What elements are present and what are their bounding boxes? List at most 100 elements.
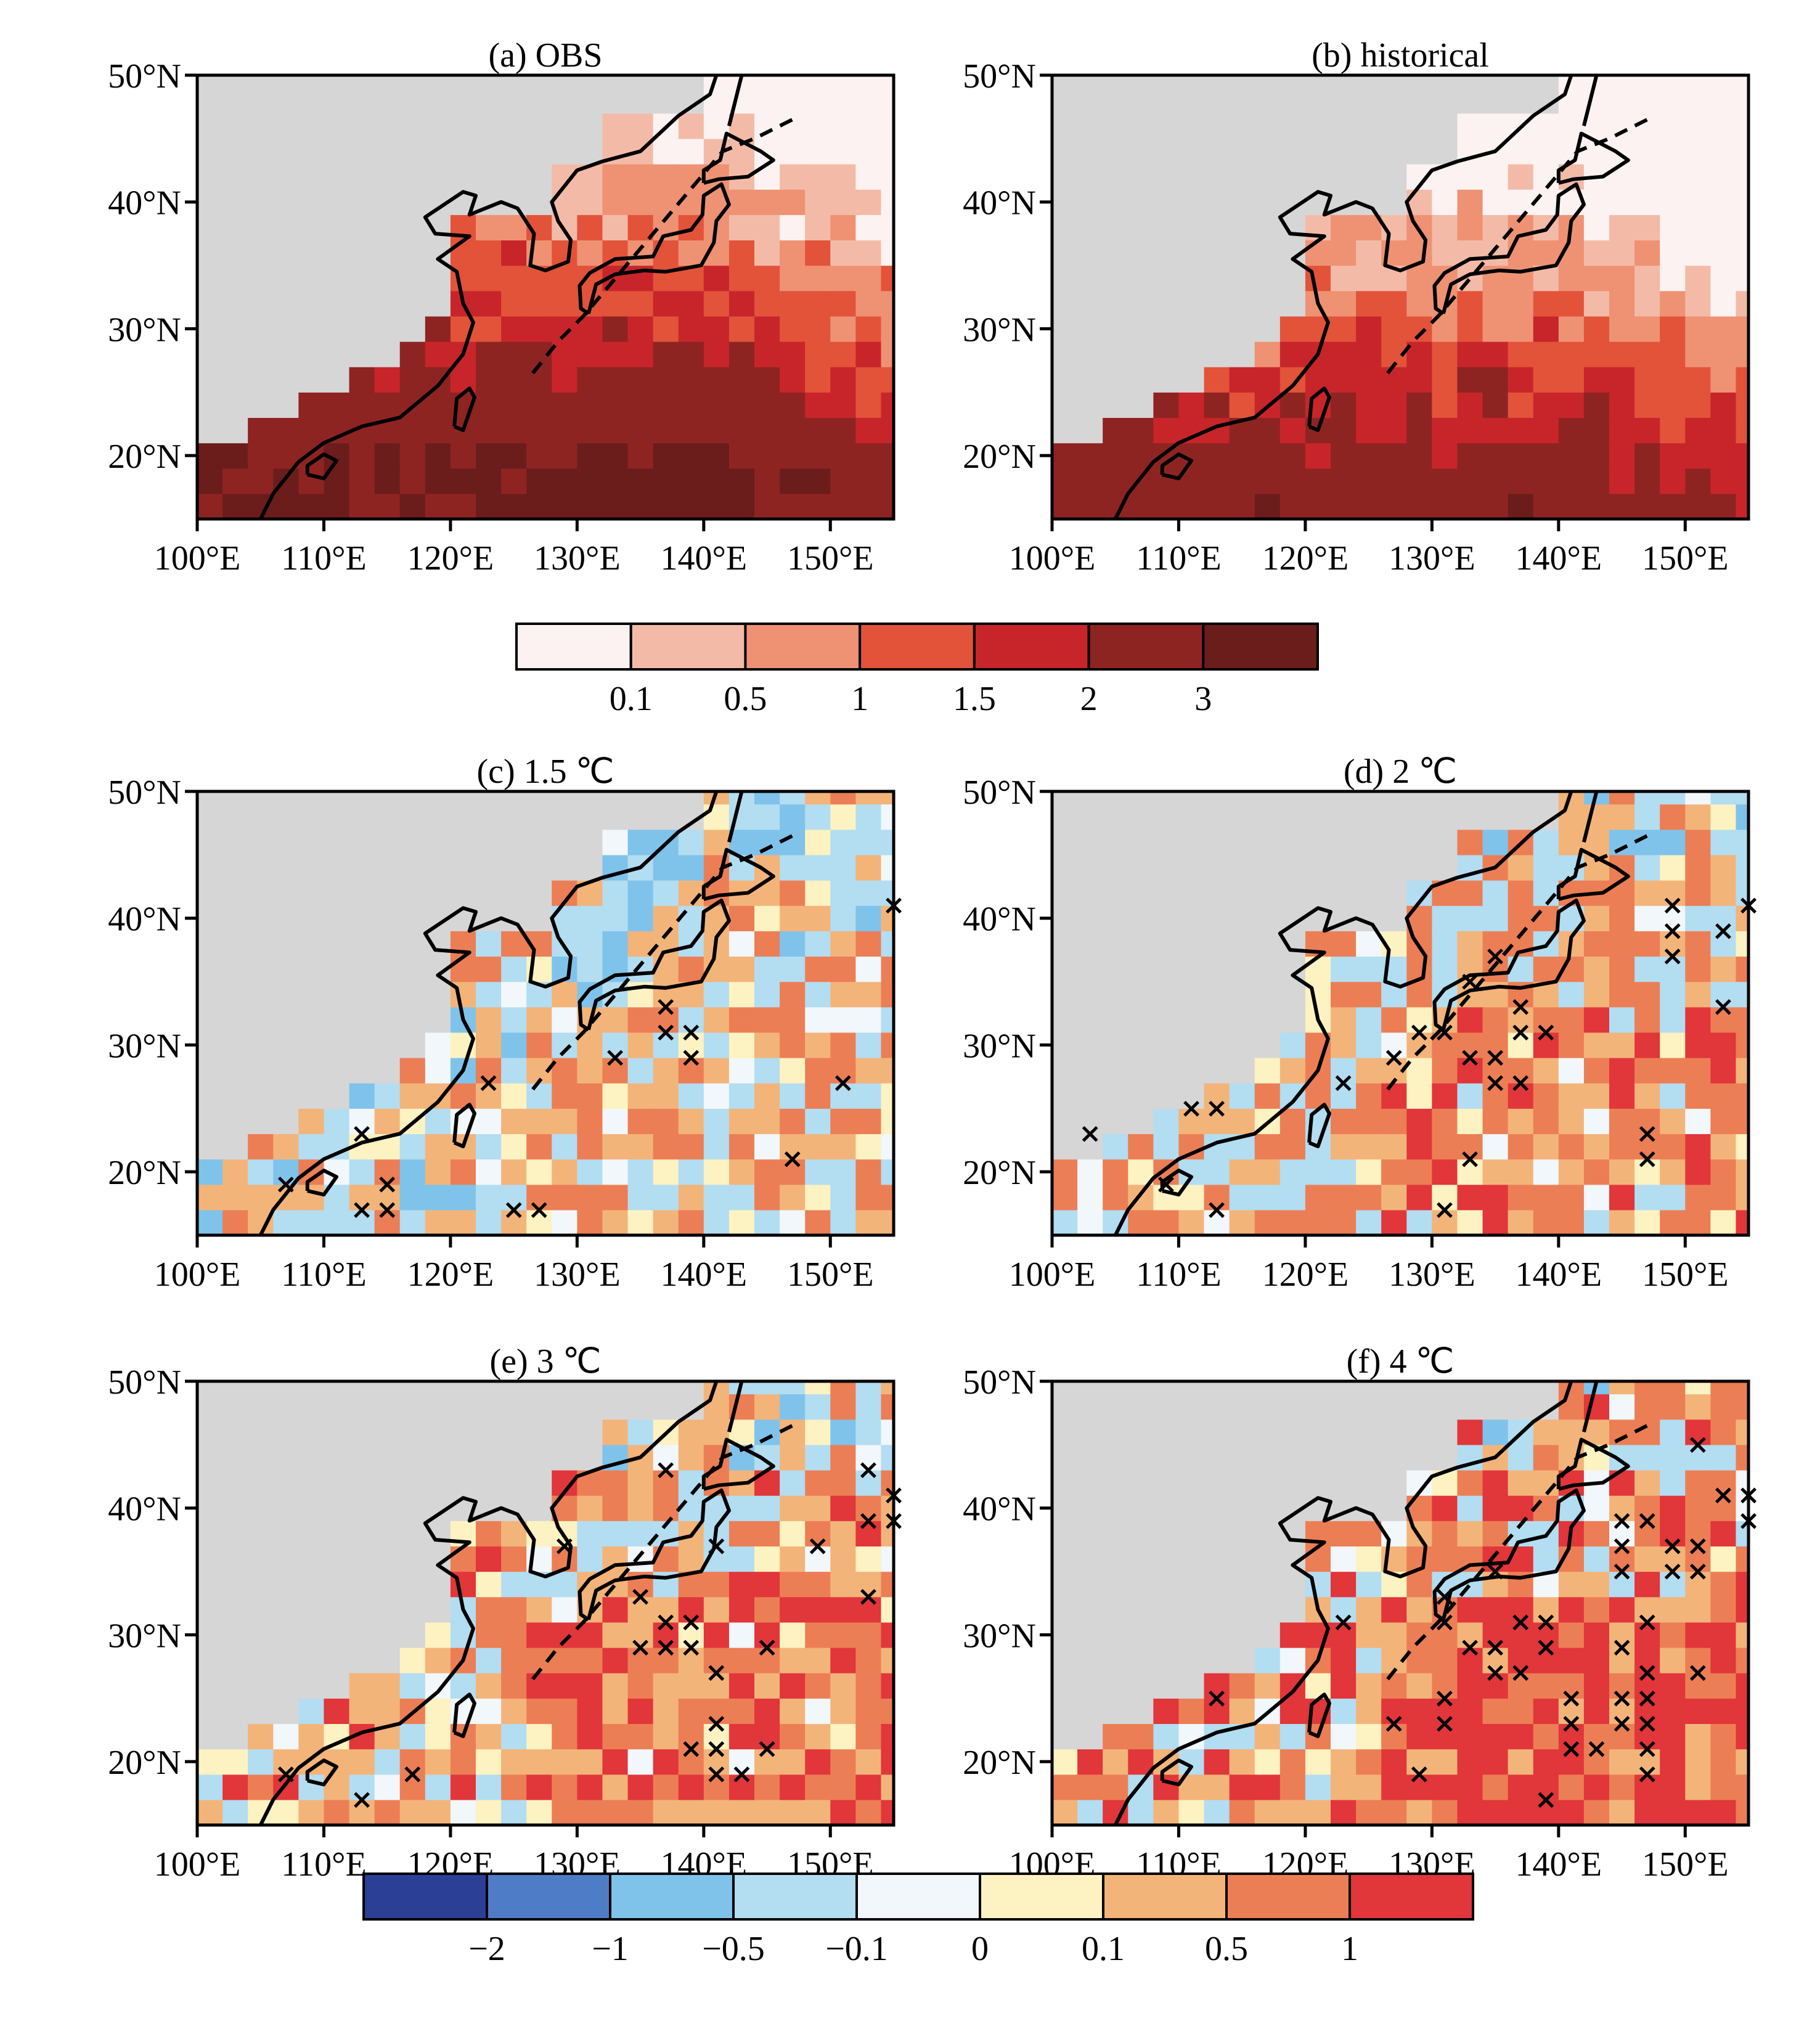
significance-marker: × [1610, 1707, 1633, 1739]
significance-marker: × [1661, 1530, 1684, 1561]
significance-marker: × [528, 1194, 550, 1225]
significance-marker: × [655, 1606, 677, 1638]
significance-marker: × [1433, 1606, 1456, 1638]
significance-marker: × [1433, 1016, 1456, 1048]
significance-marker: × [655, 1016, 677, 1048]
significance-marker: × [756, 1733, 778, 1765]
significance-marker: × [1206, 1194, 1228, 1225]
significance-marker: × [1509, 991, 1532, 1023]
significance-marker: × [1560, 1707, 1583, 1739]
map-panel-b: (b) historical 50°N 40°N 30°N 20°N 100°E 110°E… [963, 36, 1750, 578]
significance-marker: × [1686, 1530, 1709, 1561]
lat-tick-label: 30°N [108, 311, 181, 349]
data-grid [197, 1381, 894, 1825]
significance-marker: × [655, 1454, 677, 1485]
panel-title: (e) 3 ℃ [489, 1342, 601, 1381]
significance-marker: × [1382, 1042, 1405, 1073]
colorbar-swatch [973, 623, 1090, 671]
colorbar-tick-label: 0.1 [1082, 1930, 1125, 1968]
significance-marker: × [502, 1194, 525, 1225]
significance-marker: × [1636, 1117, 1659, 1149]
map-frame [195, 790, 896, 1237]
significance-marker: × [655, 1632, 677, 1663]
colorbar-abs: 0.1 0.5 1 1.5 2 3 [515, 623, 1320, 718]
significance-marker: × [477, 1067, 500, 1098]
significance-marker: × [1206, 1092, 1228, 1124]
colorbar-tick-label: 0.5 [724, 680, 767, 718]
lon-tick-label: 140°E [1516, 539, 1602, 578]
lat-tick-label: 40°N [963, 184, 1036, 223]
significance-marker: × [1484, 1556, 1507, 1587]
lon-tick-label: 120°E [407, 1256, 494, 1294]
lon-tick-label: 120°E [407, 539, 494, 578]
significance-marker: × [1610, 1530, 1633, 1561]
lon-tick-label: 140°E [1516, 1845, 1602, 1884]
significance-marker: × [1686, 1657, 1709, 1688]
lat-tick-label: 20°N [108, 1154, 181, 1192]
significance-marker: × [756, 1632, 778, 1663]
colorbar-swatch [1087, 623, 1205, 671]
colorbar-tick-label: 1 [851, 680, 868, 718]
significance-marker: × [857, 1454, 879, 1485]
lat-tick-label: 30°N [108, 1027, 181, 1065]
significance-marker: × [1712, 915, 1734, 946]
lon-tick-label: 150°E [787, 539, 874, 578]
colorbar-tick-label: 0.5 [1205, 1930, 1248, 1968]
lon-tick-label: 100°E [1009, 1256, 1096, 1294]
significance-marker: × [1408, 1758, 1430, 1790]
lat-tick-label: 50°N [963, 57, 1036, 96]
significance-marker: × [1535, 1632, 1557, 1663]
lat-tick-label: 30°N [963, 1617, 1036, 1655]
lat-tick-label: 30°N [963, 1027, 1036, 1065]
colorbar-tick-label: −0.1 [825, 1930, 888, 1968]
significance-marker: × [1610, 1682, 1633, 1713]
significance-marker: × [1509, 1606, 1532, 1638]
lat-tick-label: 20°N [963, 1744, 1036, 1782]
map-panel-c: ××× ×××××××× ×× × × ×(c) 1.5 ℃50°N40°N30°N20°… [108, 753, 905, 1294]
map-panel-a: (a) OBS 50°N 40°N 30°N 20°N 100°E 110°E 120°E 13… [108, 36, 896, 578]
colorbar-swatch [1349, 1873, 1474, 1921]
lat-tick-label: 20°N [108, 1744, 181, 1782]
lon-tick-label: 130°E [534, 539, 621, 578]
significance-marker: × [1636, 1657, 1659, 1688]
map-frame [1050, 73, 1750, 521]
colorbar-swatch [629, 623, 747, 671]
lon-tick-label: 110°E [281, 539, 367, 578]
lon-tick-label: 140°E [661, 539, 748, 578]
significance-marker: × [1585, 1733, 1608, 1765]
significance-marker: × [1509, 1067, 1532, 1098]
colorbar-diff: −2 −1 −0.5 −0.1 0 0.1 0.5 1 [362, 1873, 1474, 1968]
significance-marker: × [730, 1758, 753, 1790]
significance-marker: × [1686, 1429, 1709, 1460]
significance-marker: × [1433, 1707, 1456, 1739]
significance-marker: × [705, 1657, 728, 1688]
significance-marker: × [1636, 1733, 1659, 1765]
panel-title: (a) OBS [488, 36, 602, 75]
lat-tick-label: 50°N [108, 57, 181, 96]
colorbar-tick-label: −2 [468, 1930, 505, 1968]
colorbar-swatch [486, 1873, 611, 1921]
map-frame [195, 73, 896, 521]
coastline [259, 791, 793, 1235]
colorbar-tick-label: −0.5 [702, 1930, 765, 1968]
significance-marker: × [680, 1042, 703, 1073]
colorbar-tick-label: 0 [971, 1930, 989, 1968]
significance-marker: × [1509, 1657, 1532, 1688]
significance-marker: × [680, 1632, 703, 1663]
colorbar-tick-label: 0.1 [610, 680, 653, 718]
significance-marker: × [1180, 1092, 1203, 1124]
panel-title: (c) 1.5 ℃ [476, 753, 614, 791]
lon-tick-label: 110°E [281, 1256, 367, 1294]
lat-tick-label: 50°N [963, 1363, 1036, 1402]
lon-tick-label: 100°E [154, 1845, 241, 1884]
significance-marker: × [629, 1632, 652, 1663]
significance-marker: × [1712, 991, 1734, 1023]
colorbar-tick-label: 1.5 [953, 680, 996, 718]
significance-marker: × [806, 1530, 829, 1561]
significance-marker: × [1459, 1042, 1482, 1073]
significance-marker: × [1661, 889, 1684, 921]
significance-marker: × [1560, 1682, 1583, 1713]
map-frame [195, 1379, 896, 1827]
significance-marker: × [857, 1581, 879, 1612]
